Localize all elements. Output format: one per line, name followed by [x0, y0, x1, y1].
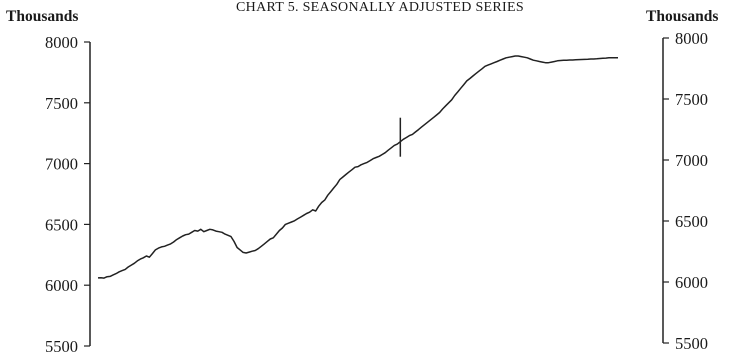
right-y-axis: 8000 7500 7000 6500 6000 5500 [662, 29, 708, 353]
left-axis-tick-label: 7000 [45, 155, 78, 174]
left-axis-tick-label: 8000 [45, 33, 78, 52]
right-axis-tick-label: 7000 [675, 151, 708, 170]
right-axis-tick-label: 8000 [675, 29, 708, 48]
right-axis-tick-label: 7500 [675, 90, 708, 109]
left-axis-tick-label: 5500 [45, 337, 78, 356]
left-axis-unit-label: Thousands [6, 8, 78, 25]
right-axis-tick-label: 6000 [675, 273, 708, 292]
right-axis-tick-label: 6500 [675, 212, 708, 231]
left-axis-tick-label: 6500 [45, 215, 78, 234]
chart-title: CHART 5. SEASONALLY ADJUSTED SERIES [236, 0, 524, 15]
right-axis-unit-label: Thousands [646, 8, 718, 25]
series-line-0 [97, 55, 618, 279]
left-axis-tick-label: 7500 [45, 94, 78, 113]
right-axis-tick-label: 5500 [675, 334, 708, 353]
series-layer [97, 55, 618, 279]
left-y-axis: 8000 7500 7000 6500 6000 5500 [45, 33, 91, 356]
left-axis-tick-label: 6000 [45, 276, 78, 295]
